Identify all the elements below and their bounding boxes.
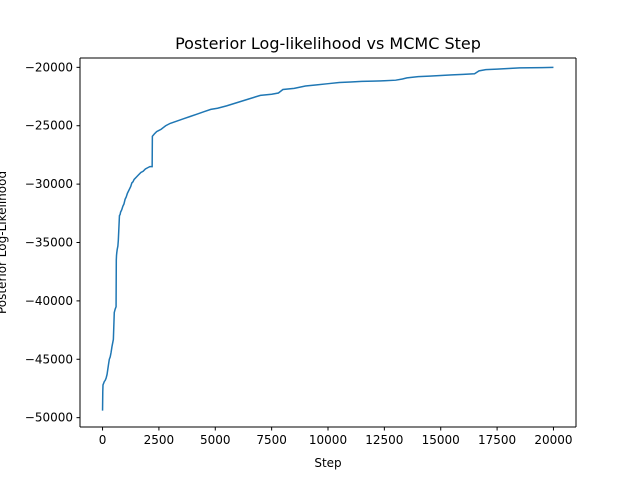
x-tick-label: 20000	[534, 433, 572, 447]
x-axis-ticks: 0 2500 5000 7500 10000 12500 15000 17500 20000	[99, 427, 573, 447]
x-axis-label: Step	[314, 456, 341, 470]
series-group	[101, 66, 554, 411]
x-tick-label: 2500	[144, 433, 175, 447]
x-tick-label: 10000	[309, 433, 347, 447]
chart-title: Posterior Log-likelihood vs MCMC Step	[175, 34, 481, 53]
x-tick-label: 17500	[478, 433, 516, 447]
y-tick-label: −45000	[25, 352, 73, 366]
plot-area: 0 2500 5000 7500 10000 12500 15000 17500 20000 −…	[25, 57, 577, 447]
y-tick-label: −35000	[25, 236, 73, 250]
series-line-0	[101, 66, 554, 411]
y-tick-label: −25000	[25, 119, 73, 133]
y-tick-label: −50000	[25, 411, 73, 425]
x-tick-label: 15000	[422, 433, 460, 447]
plot-background	[80, 58, 576, 427]
y-axis-ticks: −50000 −45000 −40000 −35000 −30000 −25000 −200…	[25, 60, 80, 425]
y-axis-label: Posterior Log-Likelihood	[0, 171, 9, 314]
x-tick-label: 5000	[200, 433, 231, 447]
x-tick-label: 12500	[365, 433, 403, 447]
y-tick-label: −20000	[25, 60, 73, 74]
x-tick-label: 0	[99, 433, 107, 447]
y-tick-label: −30000	[25, 177, 73, 191]
y-tick-label: −40000	[25, 294, 73, 308]
x-tick-label: 7500	[256, 433, 287, 447]
